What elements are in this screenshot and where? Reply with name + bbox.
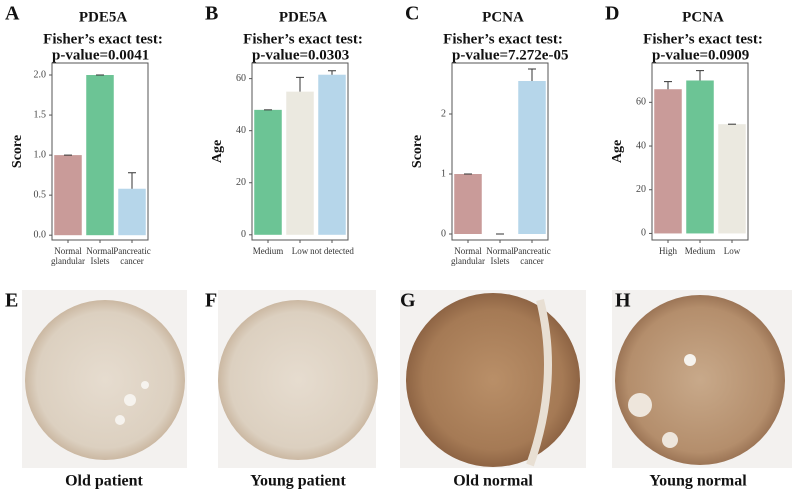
y-tick-label: 2 [441,108,446,119]
x-tick-label: Normal Islets [86,246,114,266]
y-axis-label: Age [210,140,225,163]
panel-letter: A [5,3,20,25]
p-value: p-value=0.0303 [252,47,349,63]
chart-subtitle: Fisher’s exact test: [643,31,763,47]
bar [518,81,546,234]
chart-subtitle: Fisher’s exact test: [43,31,163,47]
error-bar [128,172,136,189]
image-caption: Young normal [649,473,747,490]
x-tick-label: Low [724,246,741,256]
chart-title: PCNA [482,9,524,25]
bar [286,91,314,235]
y-axis-label: Age [610,140,625,163]
bar [86,75,114,236]
y-tick-label: 1.5 [34,109,47,120]
bar [54,155,82,236]
p-value: p-value=7.272e-05 [452,47,568,63]
image-g [400,290,586,468]
y-tick-label: 0 [241,229,246,240]
bar [654,89,682,234]
y-tick-label: 0.5 [34,189,47,200]
x-tick-label: Pancreatic cancer [513,246,550,266]
error-bar [528,68,536,81]
y-axis-label: Score [410,135,425,168]
x-tick-label: Normal Islets [486,246,514,266]
y-tick-label: 1.0 [34,149,47,160]
y-tick-label: 20 [636,184,646,195]
x-tick-label: Low [292,246,309,256]
x-tick-label: Medium [685,246,716,256]
p-value: p-value=0.0909 [652,47,749,63]
bar [254,109,282,235]
y-tick-label: 1 [441,168,446,179]
chart-subtitle: Fisher’s exact test: [443,31,563,47]
x-tick-label: not detected [310,246,354,256]
x-tick-label: High [659,246,678,256]
chart-title: PCNA [682,9,724,25]
x-tick-label: Normal glandular [451,246,485,266]
bar [718,124,746,234]
bar [454,174,482,234]
y-tick-label: 2.0 [34,69,47,80]
panel-letter: F [205,290,217,312]
panel-letter: G [400,290,416,312]
panel-letter: E [5,290,18,312]
y-tick-label: 60 [236,73,246,84]
y-axis-label: Score [10,135,25,168]
error-bar [696,70,704,81]
panel-letter: B [205,3,218,25]
x-tick-label: Pancreatic cancer [113,246,150,266]
image-h [612,290,792,468]
y-tick-label: 40 [236,125,246,136]
image-f [218,290,378,468]
image-caption: Young patient [250,473,346,490]
y-tick-label: 0 [441,228,446,239]
y-tick-label: 20 [236,177,246,188]
bar [118,188,146,236]
panel-letter: H [615,290,631,312]
chart-title: PDE5A [79,9,128,25]
image-caption: Old patient [65,473,143,490]
panel-letter: D [605,3,619,25]
y-tick-label: 60 [636,97,646,108]
p-value: p-value=0.0041 [52,47,149,63]
y-tick-label: 0.0 [34,229,47,240]
x-tick-label: Normal glandular [51,246,85,266]
error-bar [296,76,304,92]
bar [318,74,346,235]
chart-subtitle: Fisher’s exact test: [243,31,363,47]
y-tick-label: 0 [641,228,646,239]
bar [686,80,714,234]
y-tick-label: 40 [636,140,646,151]
image-e [22,290,187,468]
error-bar [664,81,672,90]
panel-letter: C [405,3,419,25]
x-tick-label: Medium [253,246,284,256]
image-caption: Old normal [453,473,533,490]
chart-title: PDE5A [279,9,328,25]
error-bar [328,70,336,75]
